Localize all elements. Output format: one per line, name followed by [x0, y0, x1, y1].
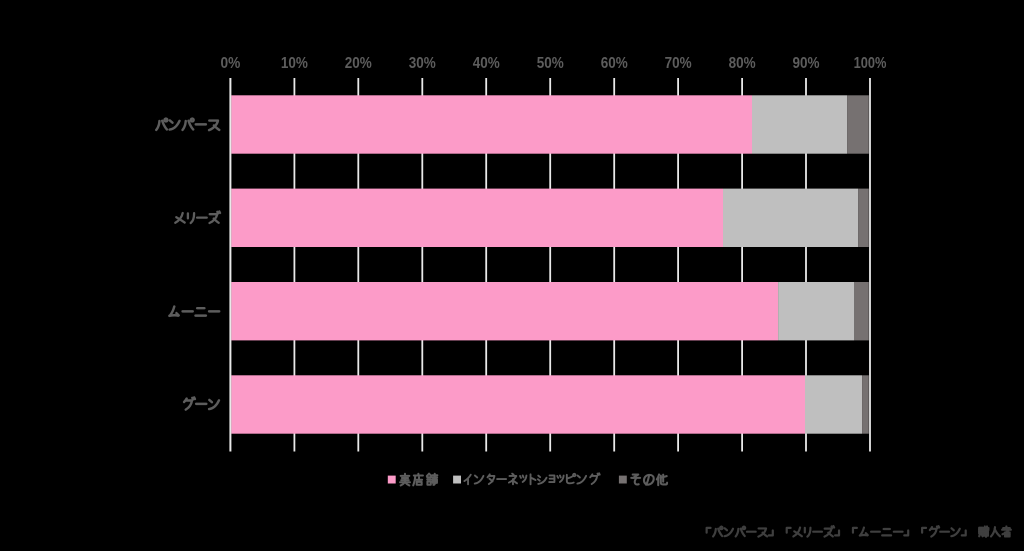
svg-text:70%: 70%	[665, 55, 692, 72]
svg-text:20%: 20%	[345, 55, 372, 72]
svg-text:60%: 60%	[601, 55, 628, 72]
svg-text:10%: 10%	[281, 55, 308, 72]
svg-text:40%: 40%	[473, 55, 500, 72]
svg-text:50%: 50%	[537, 55, 564, 72]
svg-text:0%: 0%	[221, 55, 241, 72]
svg-text:80%: 80%	[729, 55, 756, 72]
svg-text:100%: 100%	[854, 55, 887, 72]
svg-text:90%: 90%	[793, 55, 820, 72]
svg-text:30%: 30%	[409, 55, 436, 72]
